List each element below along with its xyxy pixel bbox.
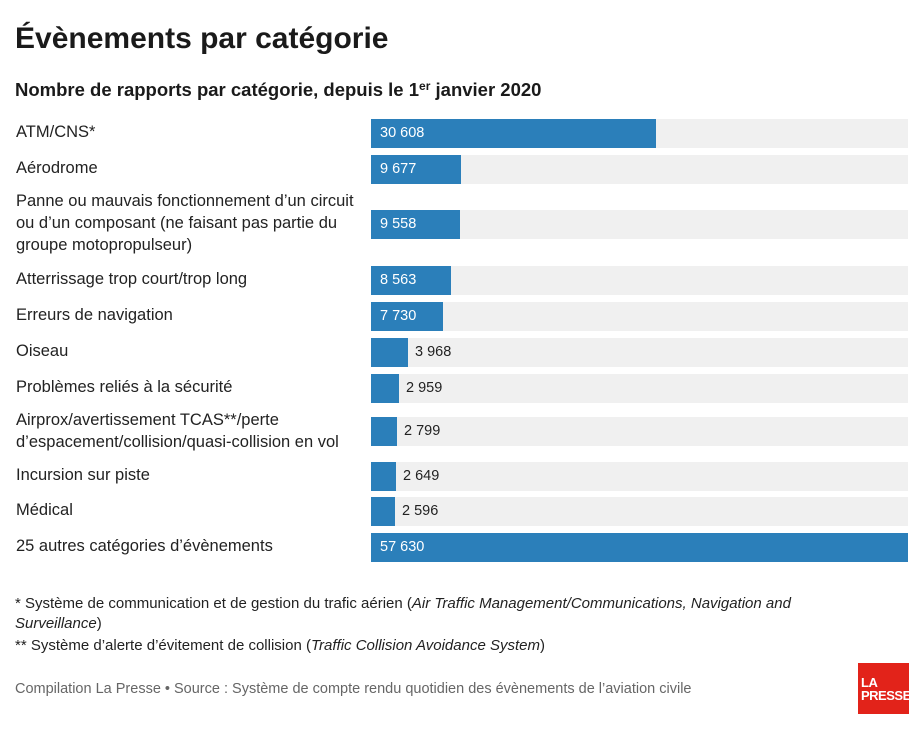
bar-value-label: 7 730 bbox=[380, 308, 417, 324]
bar-value-label: 2 799 bbox=[404, 423, 441, 439]
footnote-1-italic: Air Traffic Management/Communications, N… bbox=[15, 595, 791, 632]
bar bbox=[371, 374, 399, 403]
bar bbox=[371, 338, 408, 367]
bar-value-label: 30 608 bbox=[380, 125, 425, 141]
category-label: Panne ou mauvais fonctionnement d’un cir… bbox=[16, 192, 354, 254]
bar bbox=[371, 266, 451, 295]
logo-line-1: LA bbox=[861, 674, 878, 690]
footnote-2-end: ) bbox=[539, 637, 545, 654]
bar-track: 2 649 bbox=[371, 462, 908, 491]
bar bbox=[371, 119, 656, 148]
bar bbox=[371, 417, 397, 446]
bar bbox=[371, 462, 396, 491]
bar-track: 7 730 bbox=[371, 302, 908, 331]
bar-value-label: 2 959 bbox=[406, 380, 443, 396]
bar-value-label: 9 677 bbox=[380, 161, 417, 177]
bar-value-label: 8 563 bbox=[380, 272, 417, 288]
category-label: Oiseau bbox=[16, 342, 69, 360]
footnote-tcas: ** Système d’alerte d’évitement de colli… bbox=[15, 636, 845, 656]
bar-value-label: 2 596 bbox=[402, 503, 439, 519]
bar-value-label: 2 649 bbox=[403, 468, 440, 484]
subtitle-superscript: er bbox=[419, 79, 431, 93]
category-label: Problèmes reliés à la sécurité bbox=[16, 378, 233, 396]
source-credit: Compilation La Presse • Source : Système… bbox=[15, 681, 692, 697]
subtitle-tail: janvier 2020 bbox=[430, 79, 542, 100]
category-label: Airprox/avertissement TCAS**/perte d’esp… bbox=[16, 411, 339, 451]
bar-track: 3 968 bbox=[371, 338, 908, 367]
subtitle-main: Nombre de rapports par catégorie, depuis… bbox=[15, 79, 420, 100]
bar-chart: ATM/CNS* 30 608 Aérodrome 9 677 Panne ou mau… bbox=[16, 119, 908, 562]
category-label: Erreurs de navigation bbox=[16, 306, 173, 324]
bar bbox=[371, 497, 395, 526]
footnote-2-text: ** Système d’alerte d’évitement de colli… bbox=[15, 637, 311, 654]
bar-track: 9 677 bbox=[371, 155, 908, 184]
category-label: Médical bbox=[16, 501, 73, 519]
bar bbox=[371, 155, 461, 184]
bar-track: 30 608 bbox=[371, 119, 908, 148]
bar-track: 2 596 bbox=[371, 497, 908, 526]
bar-value-label: 9 558 bbox=[380, 216, 417, 232]
bar-value-label: 3 968 bbox=[415, 344, 452, 360]
chart-title: Évènements par catégorie bbox=[15, 22, 389, 55]
category-label: 25 autres catégories d’évènements bbox=[16, 537, 273, 555]
bar-track: 8 563 bbox=[371, 266, 908, 295]
bar bbox=[371, 533, 908, 562]
category-label: Atterrissage trop court/trop long bbox=[16, 270, 248, 288]
bar-track: 57 630 bbox=[371, 533, 908, 562]
category-label: Aérodrome bbox=[16, 159, 98, 177]
footnote-1-end: ) bbox=[96, 615, 102, 632]
logo-line-2: PRESSE bbox=[861, 687, 911, 703]
bar-track: 2 959 bbox=[371, 374, 908, 403]
bar-value-label: 57 630 bbox=[380, 539, 425, 555]
footnote-2-italic: Traffic Collision Avoidance System bbox=[310, 637, 540, 654]
category-label: Incursion sur piste bbox=[16, 466, 150, 484]
bar-track: 2 799 bbox=[371, 417, 908, 446]
chart-subtitle: Nombre de rapports par catégorie, depuis… bbox=[15, 79, 541, 101]
footnote-1-text: * Système de communication et de gestion… bbox=[15, 595, 412, 612]
footnote-atm-cns: * Système de communication et de gestion… bbox=[15, 594, 845, 634]
la-presse-logo: LA PRESSE bbox=[858, 663, 911, 714]
category-label: ATM/CNS* bbox=[16, 123, 96, 141]
bar bbox=[371, 302, 443, 331]
bar-track: 9 558 bbox=[371, 210, 908, 239]
bar bbox=[371, 210, 460, 239]
